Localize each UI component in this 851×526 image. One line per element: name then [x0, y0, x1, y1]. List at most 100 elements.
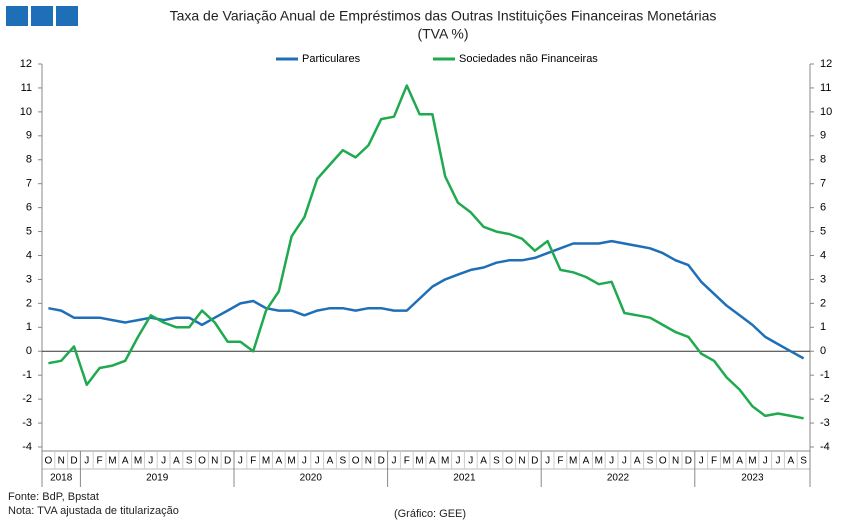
year-label: 2022 — [607, 473, 630, 484]
x-tick-label: N — [518, 456, 525, 467]
note: Nota: TVA ajustada de titularização — [8, 505, 179, 517]
x-tick-label: S — [647, 456, 654, 467]
y-tick-label: -4 — [22, 441, 32, 453]
year-label: 2020 — [300, 473, 323, 484]
y2-tick-label: 1 — [820, 321, 826, 333]
year-label: 2023 — [741, 473, 764, 484]
series-line — [48, 84, 804, 420]
y2-tick-label: 9 — [820, 130, 826, 142]
y-tick-label: 10 — [20, 106, 32, 118]
x-tick-label: O — [45, 456, 53, 467]
y-tick-label: 0 — [26, 345, 32, 357]
legend-label: Sociedades não Financeiras — [459, 53, 598, 65]
y-tick-label: 11 — [21, 82, 32, 94]
y-tick-label: 6 — [26, 202, 32, 214]
x-tick-label: F — [250, 456, 256, 467]
x-tick-label: F — [97, 456, 103, 467]
x-tick-label: M — [569, 456, 577, 467]
y2-tick-label: 3 — [820, 273, 826, 285]
y2-tick-label: 6 — [820, 202, 826, 214]
x-tick-label: O — [198, 456, 206, 467]
year-label: 2021 — [453, 473, 476, 484]
x-tick-label: N — [58, 456, 65, 467]
x-tick-label: N — [211, 456, 218, 467]
y2-tick-label: 0 — [820, 345, 826, 357]
x-tick-label: A — [429, 456, 436, 467]
x-tick-label: J — [161, 456, 166, 467]
x-tick-label: M — [134, 456, 142, 467]
y-tick-label: -1 — [22, 369, 32, 381]
x-tick-label: D — [685, 456, 692, 467]
x-tick-label: S — [339, 456, 346, 467]
logo-square — [6, 6, 28, 26]
y-tick-label: 1 — [26, 321, 32, 333]
x-tick-label: M — [441, 456, 449, 467]
y-tick-label: 4 — [26, 249, 32, 261]
x-tick-label: D — [531, 456, 538, 467]
x-tick-label: A — [583, 456, 590, 467]
year-label: 2018 — [50, 473, 73, 484]
x-tick-label: J — [468, 456, 473, 467]
x-tick-label: F — [557, 456, 563, 467]
x-tick-label: O — [352, 456, 360, 467]
x-tick-label: A — [173, 456, 180, 467]
y2-tick-label: -1 — [820, 369, 830, 381]
x-tick-label: J — [148, 456, 153, 467]
x-tick-label: J — [699, 456, 704, 467]
y2-tick-label: 12 — [820, 58, 832, 70]
y2-tick-label: 2 — [820, 297, 826, 309]
y-tick-label: 9 — [26, 130, 32, 142]
x-tick-label: N — [672, 456, 679, 467]
legend-label: Particulares — [302, 53, 361, 65]
x-tick-label: M — [108, 456, 116, 467]
x-tick-label: J — [776, 456, 781, 467]
x-tick-label: O — [505, 456, 513, 467]
y2-tick-label: 11 — [820, 82, 831, 94]
y-tick-label: 3 — [26, 273, 32, 285]
logo-square — [56, 6, 78, 26]
x-tick-label: J — [315, 456, 320, 467]
y-tick-label: -2 — [22, 393, 32, 405]
x-tick-label: M — [262, 456, 270, 467]
x-tick-label: F — [711, 456, 717, 467]
x-tick-label: N — [365, 456, 372, 467]
x-tick-label: M — [415, 456, 423, 467]
x-tick-label: D — [378, 456, 385, 467]
x-tick-label: J — [392, 456, 397, 467]
x-tick-label: J — [302, 456, 307, 467]
y2-tick-label: 8 — [820, 154, 826, 166]
y2-tick-label: -4 — [820, 441, 830, 453]
x-tick-label: A — [327, 456, 334, 467]
y2-tick-label: 10 — [820, 106, 832, 118]
x-tick-label: J — [238, 456, 243, 467]
x-tick-label: J — [763, 456, 768, 467]
x-tick-label: A — [275, 456, 282, 467]
x-tick-label: A — [122, 456, 129, 467]
x-tick-label: J — [84, 456, 89, 467]
chart-subtitle: (TVA %) — [417, 26, 468, 42]
y-tick-label: -3 — [22, 417, 32, 429]
year-label: 2019 — [146, 473, 169, 484]
x-tick-label: A — [634, 456, 641, 467]
y2-tick-label: 4 — [820, 249, 826, 261]
x-tick-label: M — [595, 456, 603, 467]
y-tick-label: 5 — [26, 225, 32, 237]
y2-tick-label: -2 — [820, 393, 830, 405]
y2-tick-label: -3 — [820, 417, 830, 429]
x-tick-label: A — [480, 456, 487, 467]
y-tick-label: 2 — [26, 297, 32, 309]
chart-title: Taxa de Variação Anual de Empréstimos da… — [170, 8, 717, 24]
x-tick-label: M — [723, 456, 731, 467]
x-tick-label: M — [748, 456, 756, 467]
x-tick-label: D — [224, 456, 231, 467]
x-tick-label: M — [287, 456, 295, 467]
source: Fonte: BdP, Bpstat — [8, 491, 99, 503]
x-tick-label: D — [70, 456, 77, 467]
x-tick-label: J — [545, 456, 550, 467]
x-tick-label: S — [186, 456, 193, 467]
credit: (Gráfico: GEE) — [394, 508, 466, 520]
y2-tick-label: 7 — [820, 178, 826, 190]
y-tick-label: 7 — [26, 178, 32, 190]
x-tick-label: J — [456, 456, 461, 467]
